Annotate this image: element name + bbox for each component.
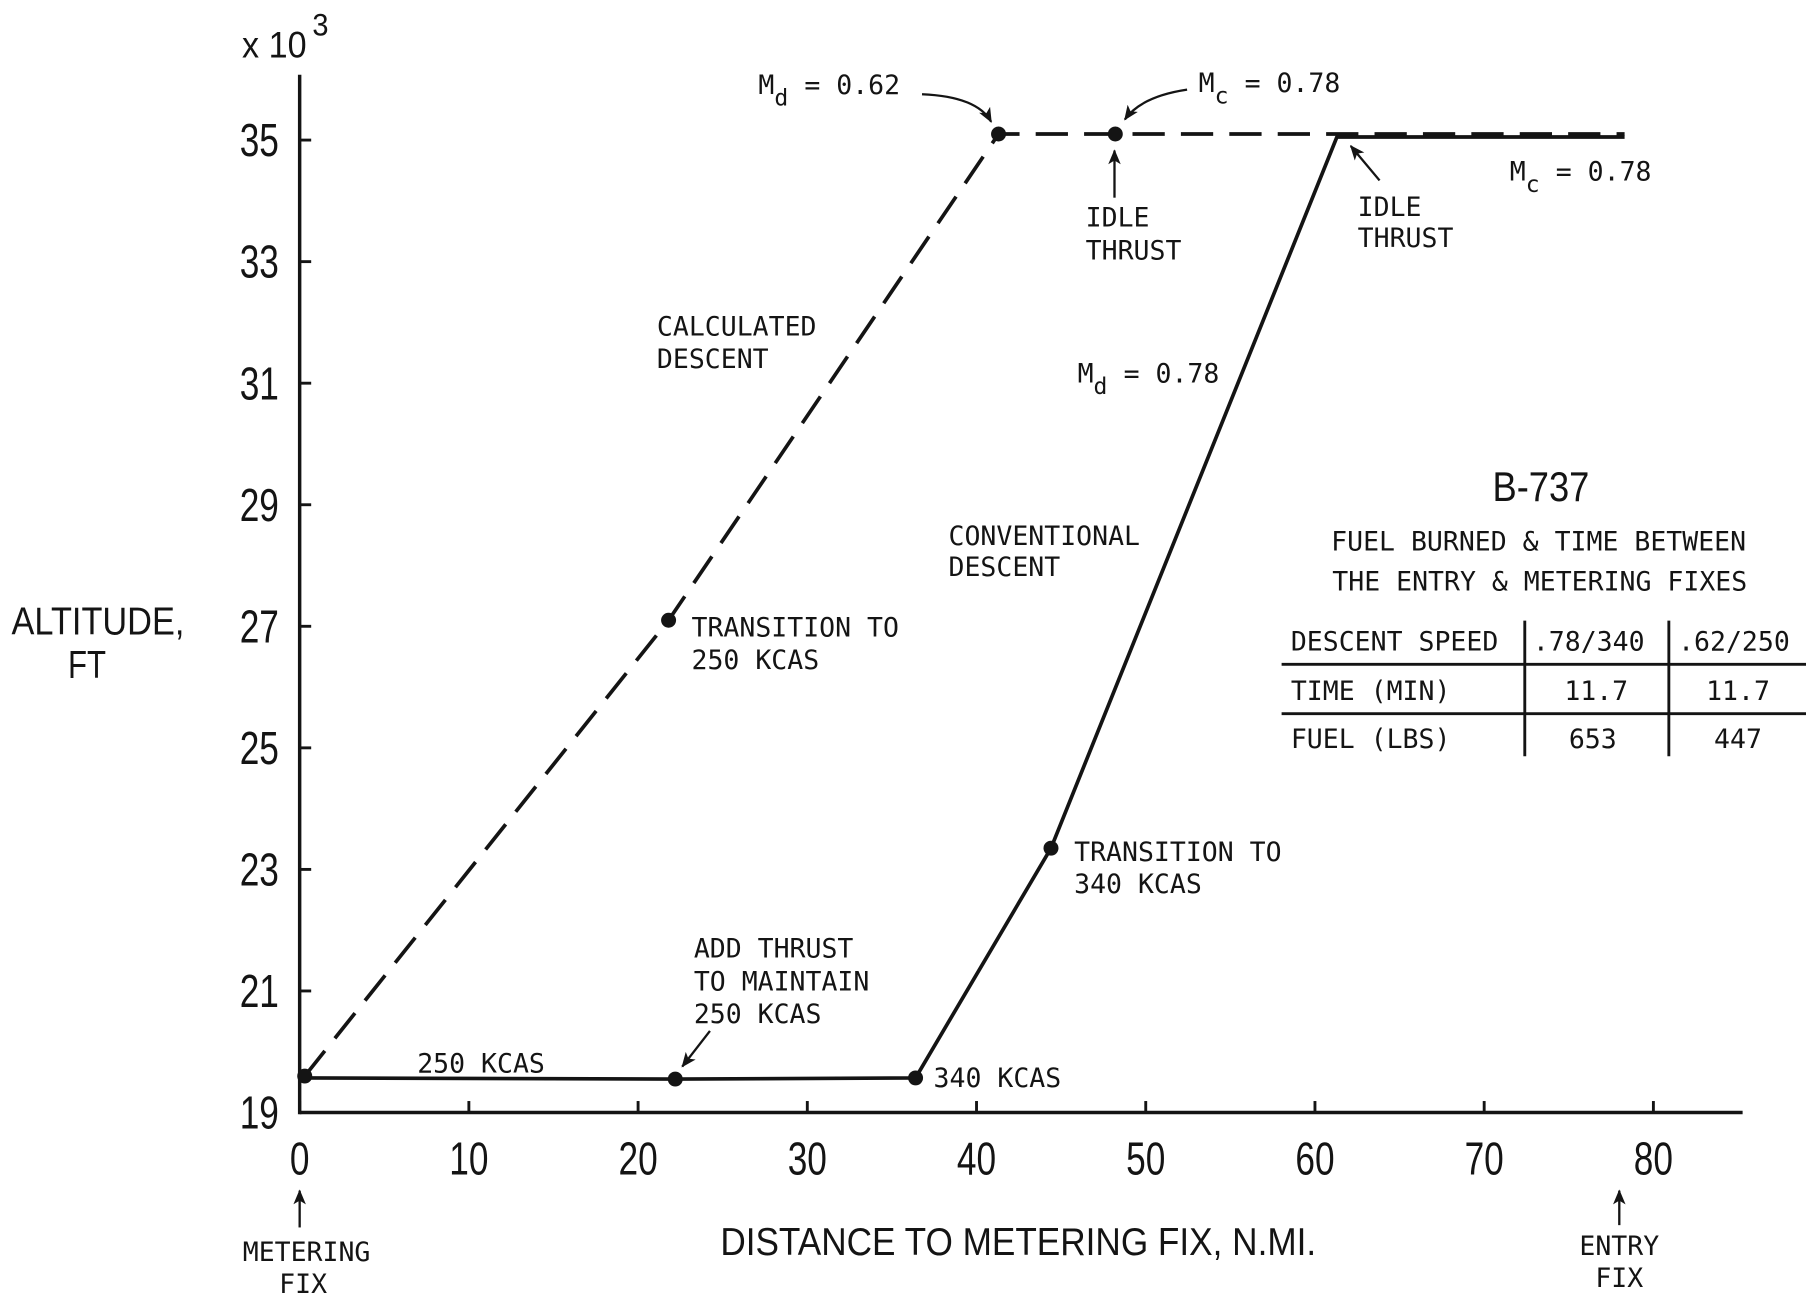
table-header-cell: .78/340 bbox=[1533, 627, 1645, 658]
transition-250-line-1: TRANSITION TO bbox=[692, 613, 899, 644]
transition-340-line-2: 340 KCAS bbox=[1074, 869, 1202, 900]
x-tick-label: 10 bbox=[449, 1133, 488, 1185]
mach-value: = 0.78 bbox=[1124, 359, 1220, 390]
calculated-descent-label-line-1: CALCULATED bbox=[657, 312, 817, 343]
mach-subscript: d bbox=[774, 86, 788, 112]
mach-value: = 0.62 bbox=[804, 70, 900, 101]
metering-fix-line-2: FIX bbox=[279, 1269, 327, 1300]
data-point-marker bbox=[297, 1068, 313, 1084]
axes: 0 10 20 30 40 50 60 70 80 19 21 23 25 27 29 31 33 35 bbox=[240, 74, 1743, 1185]
arrow-idle-thrust-right-icon bbox=[1349, 145, 1381, 182]
entry-fix-line-2: FIX bbox=[1595, 1263, 1643, 1294]
conventional-descent-label-line-1: CONVENTIONAL bbox=[949, 521, 1141, 552]
table-cell: 653 bbox=[1569, 724, 1617, 755]
transition-250-line-2: 250 KCAS bbox=[692, 645, 820, 676]
data-points bbox=[297, 126, 1123, 1087]
idle-thrust-top-line-1: IDLE bbox=[1086, 202, 1150, 233]
mach-label-md-078: Md = 0.78 bbox=[1078, 359, 1220, 400]
data-point-marker bbox=[908, 1070, 924, 1086]
table-cell: 11.7 bbox=[1564, 676, 1628, 707]
x-tick-label: 60 bbox=[1295, 1133, 1334, 1185]
mach-value: = 0.78 bbox=[1245, 68, 1341, 99]
x-tick-label: 40 bbox=[957, 1133, 996, 1185]
x-tick-label: 80 bbox=[1634, 1133, 1673, 1185]
y-tick-label: 23 bbox=[240, 844, 279, 896]
mach-subscript: c bbox=[1215, 83, 1229, 109]
x-tick-label: 30 bbox=[788, 1133, 827, 1185]
add-thrust-line-3: 250 KCAS bbox=[694, 999, 822, 1030]
chart-title: B-737 bbox=[1493, 463, 1590, 510]
kcas-250-label: 250 KCAS bbox=[417, 1048, 545, 1079]
idle-thrust-right-line-1: IDLE bbox=[1358, 192, 1422, 223]
arrow-md-062-icon bbox=[921, 93, 993, 123]
idle-thrust-top-line-2: THRUST bbox=[1086, 236, 1182, 267]
data-point-marker bbox=[1107, 126, 1123, 142]
entry-fix-line-1: ENTRY bbox=[1579, 1231, 1659, 1262]
mach-label-mc-078-right: Mc = 0.78 bbox=[1510, 156, 1652, 197]
y-axis-label-line-1: ALTITUDE, bbox=[12, 600, 185, 643]
conventional-descent-line bbox=[302, 135, 1625, 1081]
mach-label-md-062: Md = 0.62 bbox=[758, 70, 900, 111]
mach-subscript: d bbox=[1094, 374, 1108, 400]
y-tick-label: 25 bbox=[240, 722, 279, 774]
table-header-cell: .62/250 bbox=[1678, 627, 1790, 658]
y-tick-label: 27 bbox=[240, 600, 279, 652]
mach-symbol: M bbox=[1078, 359, 1094, 390]
transition-340-line-1: TRANSITION TO bbox=[1074, 837, 1281, 868]
y-axis-label-line-2: FT bbox=[68, 644, 106, 687]
y-scale-exponent: 3 bbox=[312, 8, 328, 43]
series-lines bbox=[302, 132, 1625, 1081]
x-tick-label: 0 bbox=[290, 1133, 310, 1185]
table-caption-line-1: FUEL BURNED & TIME BETWEEN bbox=[1331, 527, 1746, 558]
data-point-marker bbox=[1043, 840, 1059, 856]
mach-symbol: M bbox=[1199, 68, 1215, 99]
table-cell: FUEL (LBS) bbox=[1291, 724, 1451, 755]
y-tick-label: 19 bbox=[240, 1087, 279, 1139]
mach-label-mc-078-top: Mc = 0.78 bbox=[1199, 68, 1341, 109]
data-point-marker bbox=[667, 1071, 683, 1087]
mach-subscript: c bbox=[1526, 172, 1540, 198]
x-tick-label: 50 bbox=[1126, 1133, 1165, 1185]
y-tick-label: 21 bbox=[240, 965, 279, 1017]
calculated-descent-line bbox=[303, 132, 1625, 1078]
idle-thrust-right-line-2: THRUST bbox=[1358, 223, 1454, 254]
y-tick-label: 31 bbox=[240, 357, 279, 409]
add-thrust-line-2: TO MAINTAIN bbox=[694, 967, 870, 998]
y-scale-base: x 10 bbox=[242, 25, 307, 66]
mach-symbol: M bbox=[758, 70, 774, 101]
table-cell: 447 bbox=[1714, 724, 1762, 755]
conventional-descent-label-line-2: DESCENT bbox=[949, 552, 1061, 583]
x-tick-label: 20 bbox=[618, 1133, 657, 1185]
arrow-mc-078-icon bbox=[1123, 88, 1188, 121]
y-tick-label: 33 bbox=[240, 236, 279, 288]
y-tick-label: 35 bbox=[240, 114, 279, 166]
x-tick-label: 70 bbox=[1465, 1133, 1504, 1185]
table-header-cell: DESCENT SPEED bbox=[1291, 627, 1498, 658]
table-cell: 11.7 bbox=[1706, 676, 1770, 707]
data-point-marker bbox=[991, 126, 1007, 142]
mach-symbol: M bbox=[1510, 156, 1526, 187]
summary-table: DESCENT SPEED .78/340 .62/250 TIME (MIN)… bbox=[1281, 620, 1806, 757]
add-thrust-line-1: ADD THRUST bbox=[694, 933, 854, 964]
data-point-marker bbox=[661, 612, 677, 628]
table-cell: TIME (MIN) bbox=[1291, 676, 1451, 707]
calculated-descent-label-line-2: DESCENT bbox=[657, 344, 769, 375]
mach-value: = 0.78 bbox=[1556, 156, 1652, 187]
arrow-add-thrust-icon bbox=[681, 1030, 711, 1068]
metering-fix-line-1: METERING bbox=[243, 1237, 371, 1268]
y-tick-label: 29 bbox=[240, 479, 279, 531]
x-axis-label: DISTANCE TO METERING FIX, N.MI. bbox=[720, 1221, 1316, 1264]
kcas-340-label: 340 KCAS bbox=[934, 1063, 1062, 1094]
table-caption-line-2: THE ENTRY & METERING FIXES bbox=[1332, 567, 1747, 598]
